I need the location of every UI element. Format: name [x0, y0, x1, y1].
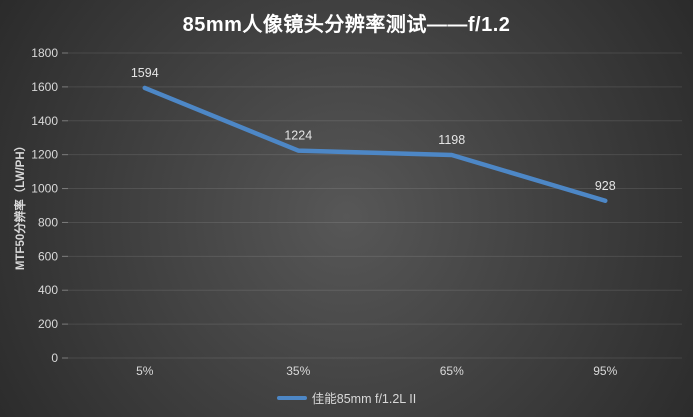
x-tick-label: 65%	[440, 364, 464, 378]
x-tick-label: 5%	[136, 364, 154, 378]
y-tick-label: 200	[38, 317, 58, 331]
y-tick-label: 800	[38, 215, 58, 229]
legend-label: 佳能85mm f/1.2L II	[311, 392, 417, 406]
data-label: 928	[595, 179, 616, 193]
x-tick-label: 95%	[593, 364, 617, 378]
y-tick-label: 1600	[31, 80, 58, 94]
y-tick-label: 1800	[31, 46, 58, 60]
data-label: 1224	[284, 129, 312, 143]
y-tick-label: 1200	[31, 148, 58, 162]
data-label: 1198	[438, 133, 465, 147]
y-tick-label: 1000	[31, 182, 58, 196]
y-tick-label: 600	[38, 249, 58, 263]
y-tick-label: 400	[38, 283, 58, 297]
x-tick-label: 35%	[286, 364, 310, 378]
legend: 佳能85mm f/1.2L II	[0, 388, 693, 407]
legend-line-marker	[276, 395, 307, 400]
chart-title: 85mm人像镜头分辨率测试——f/1.2	[182, 14, 511, 36]
y-tick-label: 0	[51, 351, 58, 365]
y-tick-label: 1400	[31, 114, 58, 128]
series-line	[142, 85, 608, 204]
y-axis-title: MTF50分辨率（LW/PH）	[15, 139, 27, 271]
data-label: 1594	[131, 66, 159, 80]
